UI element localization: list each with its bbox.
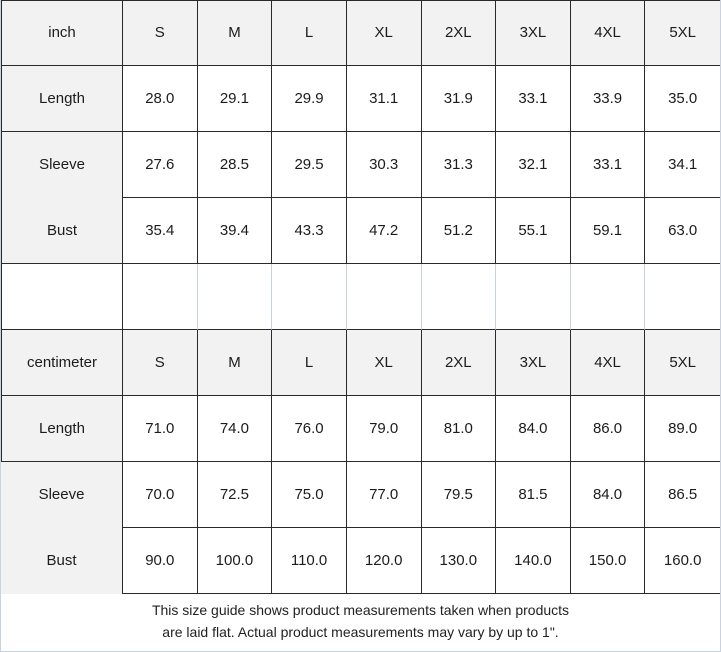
value-cell: 84.0 [496, 396, 571, 462]
data-row: Sleeve 27.6 28.5 29.5 30.3 31.3 32.1 33.1 34.1 [1, 132, 720, 198]
value-cell: 79.0 [346, 396, 422, 462]
value-cell: 55.1 [496, 198, 571, 264]
size-header-cell: 4XL [570, 330, 646, 396]
unit-header-cell: centimeter [1, 330, 123, 396]
spacer-cell [272, 264, 347, 330]
value-cell: 27.6 [123, 132, 198, 198]
header-row: inch S M L XL 2XL 3XL 4XL 5XL [1, 0, 720, 66]
data-row: Bust 35.4 39.4 43.3 47.2 51.2 55.1 59.1 63.0 [1, 198, 720, 264]
row-label-cell: Sleeve [1, 132, 123, 198]
value-cell: 120.0 [346, 528, 422, 594]
value-cell: 28.0 [123, 66, 198, 132]
value-cell: 84.0 [570, 462, 646, 528]
value-cell: 74.0 [197, 396, 273, 462]
value-cell: 76.0 [272, 396, 347, 462]
size-header-cell: S [123, 0, 198, 66]
spacer-cell [421, 264, 497, 330]
spacer-cell [645, 264, 720, 330]
value-cell: 130.0 [421, 528, 497, 594]
size-header-cell: S [123, 330, 198, 396]
value-cell: 33.9 [570, 66, 646, 132]
data-row: Length 28.0 29.1 29.9 31.1 31.9 33.1 33.9 35.0 [1, 66, 720, 132]
spacer-cell [123, 264, 198, 330]
size-header-cell: M [197, 330, 273, 396]
value-cell: 77.0 [346, 462, 422, 528]
value-cell: 31.3 [421, 132, 497, 198]
size-header-cell: 4XL [570, 0, 646, 66]
value-cell: 110.0 [272, 528, 347, 594]
value-cell: 39.4 [197, 198, 273, 264]
value-cell: 79.5 [421, 462, 497, 528]
value-cell: 29.5 [272, 132, 347, 198]
size-header-cell: 2XL [421, 330, 497, 396]
size-table-body: inch S M L XL 2XL 3XL 4XL 5XL Length 28.0 29.1 29.9 3… [1, 0, 720, 594]
footer-note-line1: This size guide shows product measuremen… [151, 602, 570, 619]
size-header-cell: 5XL [645, 330, 720, 396]
value-cell: 51.2 [421, 198, 497, 264]
value-cell: 32.1 [496, 132, 571, 198]
spacer-cell [570, 264, 646, 330]
value-cell: 75.0 [272, 462, 347, 528]
value-cell: 33.1 [496, 66, 571, 132]
value-cell: 86.0 [570, 396, 646, 462]
value-cell: 71.0 [123, 396, 198, 462]
value-cell: 160.0 [645, 528, 720, 594]
data-row: Sleeve 70.0 72.5 75.0 77.0 79.5 81.5 84.0 86.5 [1, 462, 720, 528]
size-header-cell: 2XL [421, 0, 497, 66]
size-header-cell: XL [346, 0, 422, 66]
value-cell: 35.4 [123, 198, 198, 264]
value-cell: 31.1 [346, 66, 422, 132]
spacer-cell [496, 264, 571, 330]
row-label-cell: Length [1, 396, 123, 462]
spacer-row [1, 264, 720, 330]
spacer-cell [1, 264, 123, 330]
data-row: Bust 90.0 100.0 110.0 120.0 130.0 140.0 150.0 16… [1, 528, 720, 594]
value-cell: 100.0 [197, 528, 273, 594]
value-cell: 34.1 [645, 132, 720, 198]
row-label-cell: Sleeve [1, 462, 123, 528]
value-cell: 35.0 [645, 66, 720, 132]
size-header-cell: L [272, 0, 347, 66]
size-table: inch S M L XL 2XL 3XL 4XL 5XL Length 28.0 29.1 29.9 3… [1, 0, 720, 594]
row-label-cell: Bust [1, 528, 123, 594]
value-cell: 29.1 [197, 66, 273, 132]
value-cell: 43.3 [272, 198, 347, 264]
value-cell: 28.5 [197, 132, 273, 198]
value-cell: 140.0 [496, 528, 571, 594]
value-cell: 33.1 [570, 132, 646, 198]
value-cell: 81.0 [421, 396, 497, 462]
value-cell: 31.9 [421, 66, 497, 132]
row-label-cell: Bust [1, 198, 123, 264]
row-label-cell: Length [1, 66, 123, 132]
value-cell: 72.5 [197, 462, 273, 528]
value-cell: 30.3 [346, 132, 422, 198]
data-row: Length 71.0 74.0 76.0 79.0 81.0 84.0 86.0 89.0 [1, 396, 720, 462]
header-row: centimeter S M L XL 2XL 3XL 4XL 5XL [1, 330, 720, 396]
value-cell: 90.0 [123, 528, 198, 594]
value-cell: 86.5 [645, 462, 720, 528]
value-cell: 63.0 [645, 198, 720, 264]
value-cell: 150.0 [570, 528, 646, 594]
spacer-cell [346, 264, 422, 330]
value-cell: 29.9 [272, 66, 347, 132]
spacer-cell [197, 264, 273, 330]
footer-note: This size guide shows product measuremen… [1, 594, 720, 650]
size-header-cell: M [197, 0, 273, 66]
value-cell: 47.2 [346, 198, 422, 264]
unit-header-cell: inch [1, 0, 123, 66]
size-header-cell: 3XL [496, 330, 571, 396]
value-cell: 70.0 [123, 462, 198, 528]
size-header-cell: XL [346, 330, 422, 396]
value-cell: 59.1 [570, 198, 646, 264]
footer-note-line2: are laid flat. Actual product measuremen… [162, 624, 559, 640]
value-cell: 81.5 [496, 462, 571, 528]
size-header-cell: 5XL [645, 0, 720, 66]
size-header-cell: L [272, 330, 347, 396]
value-cell: 89.0 [645, 396, 720, 462]
size-header-cell: 3XL [496, 0, 571, 66]
